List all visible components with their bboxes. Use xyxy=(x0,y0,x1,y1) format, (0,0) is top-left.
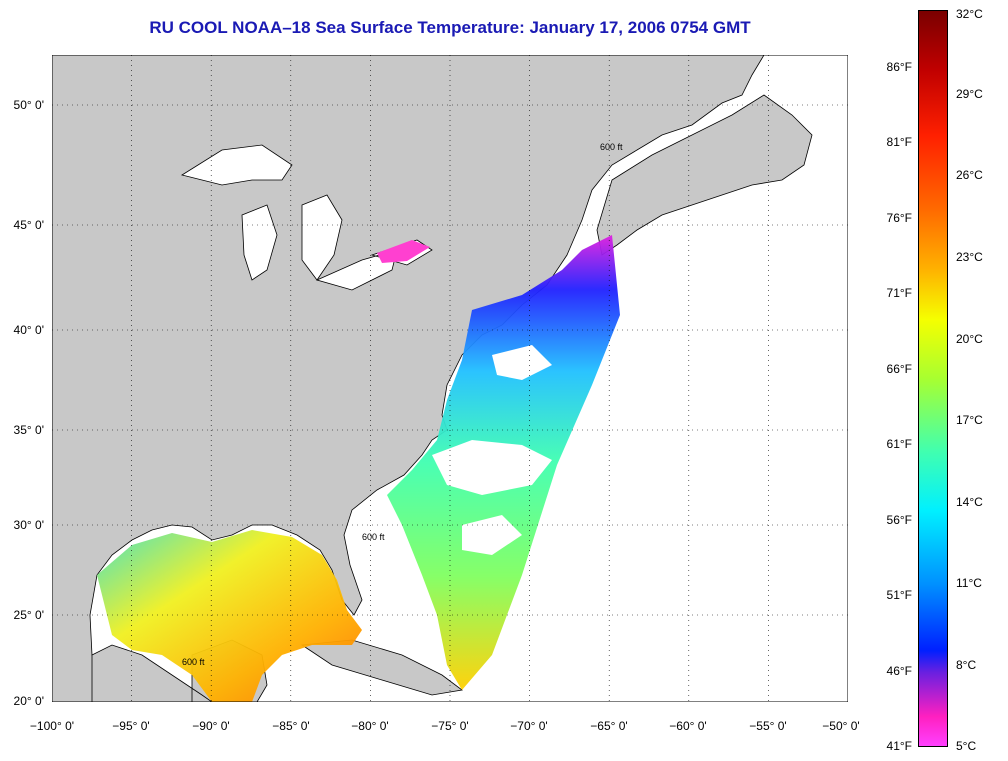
fahrenheit-label: 56°F xyxy=(886,513,912,527)
fahrenheit-label: 51°F xyxy=(886,588,912,602)
fahrenheit-label: 46°F xyxy=(886,664,912,678)
cloud-cover xyxy=(432,345,552,555)
celsius-label: 23°C xyxy=(956,250,983,264)
isobath-label: 600 ft xyxy=(600,142,623,152)
celsius-label: 32°C xyxy=(956,7,983,21)
celsius-label: 26°C xyxy=(956,168,983,182)
great-lakes xyxy=(180,144,433,291)
lon-label: −60° 0' xyxy=(669,719,707,733)
celsius-label: 5°C xyxy=(956,739,977,753)
lat-label: 50° 0' xyxy=(13,98,44,112)
land-north-america xyxy=(52,55,765,702)
fahrenheit-label: 76°F xyxy=(886,211,912,225)
lon-label: −90° 0' xyxy=(192,719,230,733)
lon-label: −80° 0' xyxy=(351,719,389,733)
fahrenheit-label: 41°F xyxy=(886,739,912,753)
isobath-label: 600 ft xyxy=(362,532,385,542)
lon-label: −85° 0' xyxy=(272,719,310,733)
lon-label: −55° 0' xyxy=(749,719,787,733)
fahrenheit-label: 86°F xyxy=(886,60,912,74)
sst-gulf-of-mexico xyxy=(97,530,362,702)
celsius-label: 14°C xyxy=(956,495,983,509)
celsius-label: 29°C xyxy=(956,87,983,101)
fahrenheit-label: 81°F xyxy=(886,135,912,149)
temperature-colorbar xyxy=(918,10,948,747)
lon-label: −70° 0' xyxy=(510,719,548,733)
lat-label: 35° 0' xyxy=(13,423,44,437)
lat-label: 40° 0' xyxy=(13,323,44,337)
land-maritimes xyxy=(596,94,813,256)
celsius-label: 11°C xyxy=(956,576,982,590)
lat-label: 20° 0' xyxy=(13,694,44,708)
fahrenheit-label: 66°F xyxy=(886,362,912,376)
sst-map[interactable]: 600 ft 600 ft 600 ft xyxy=(52,55,848,702)
lat-label: 45° 0' xyxy=(13,218,44,232)
map-title: RU COOL NOAA–18 Sea Surface Temperature:… xyxy=(149,18,751,37)
lon-label: −100° 0' xyxy=(29,719,75,733)
lon-label: −75° 0' xyxy=(431,719,469,733)
lon-label: −95° 0' xyxy=(112,719,150,733)
lon-label: −50° 0' xyxy=(822,719,860,733)
celsius-label: 20°C xyxy=(956,332,983,346)
celsius-label: 8°C xyxy=(956,658,977,672)
fahrenheit-label: 61°F xyxy=(886,437,912,451)
lake-ontario-patch xyxy=(377,240,430,263)
celsius-label: 17°C xyxy=(956,413,983,427)
lat-label: 25° 0' xyxy=(13,608,44,622)
isobath-label: 600 ft xyxy=(182,657,205,667)
lat-label: 30° 0' xyxy=(13,518,44,532)
lon-label: −65° 0' xyxy=(590,719,628,733)
fahrenheit-label: 71°F xyxy=(886,286,912,300)
